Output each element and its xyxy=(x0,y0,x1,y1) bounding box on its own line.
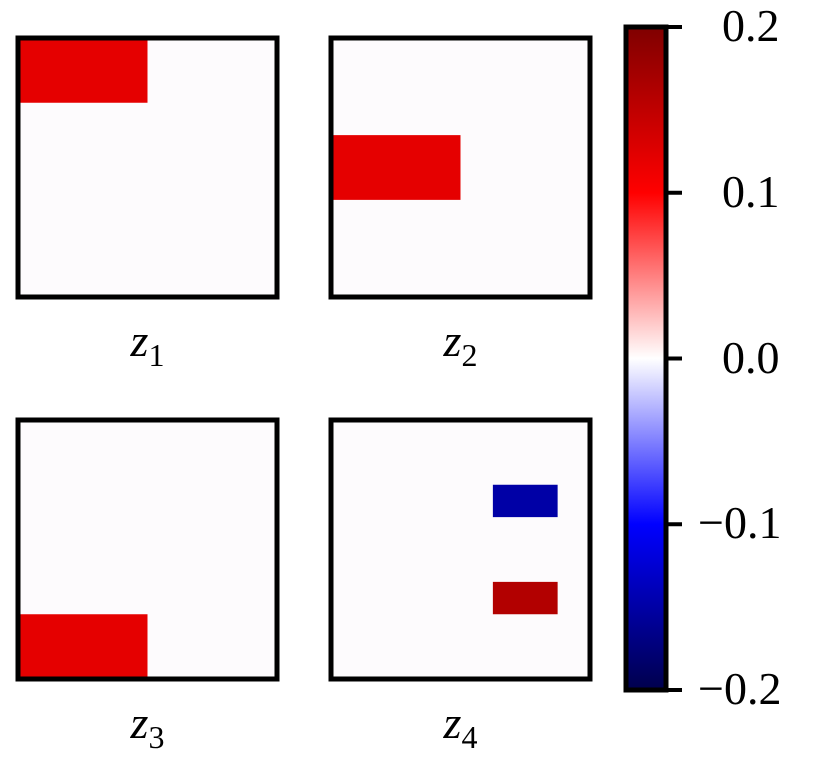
colorbar-tick-label: −0.2 xyxy=(698,663,782,714)
panel-frame xyxy=(15,417,280,682)
panel-2 xyxy=(328,35,593,300)
heatmap-cell xyxy=(18,38,148,103)
colorbar-tick-label: 0.1 xyxy=(722,165,780,217)
panel-label-subscript: 3 xyxy=(148,719,165,755)
heatmap-panels xyxy=(15,35,593,682)
panel-3 xyxy=(15,417,280,682)
panel-frame xyxy=(328,35,593,300)
panel-label-name: z xyxy=(443,315,462,366)
panel-4 xyxy=(328,417,593,682)
panel-label-2: z2 xyxy=(401,318,521,378)
colorbar-tick-label: 0.2 xyxy=(722,0,780,51)
colorbar-tick-label: 0.0 xyxy=(722,331,780,383)
colorbar xyxy=(623,24,682,693)
panel-label-subscript: 1 xyxy=(148,337,165,373)
panel-label-name: z xyxy=(443,697,462,748)
panel-frame xyxy=(15,35,280,300)
heatmap-cell xyxy=(492,581,558,615)
panel-background xyxy=(331,420,590,679)
colorbar-tick-label: −0.1 xyxy=(698,497,782,549)
panel-label-subscript: 2 xyxy=(461,337,478,373)
heatmap-cell xyxy=(18,614,148,679)
panel-label-1: z1 xyxy=(88,318,208,378)
panel-1 xyxy=(15,35,280,300)
panel-frame xyxy=(328,417,593,682)
heatmap-cell xyxy=(492,484,558,518)
heatmap-cell xyxy=(331,135,461,200)
panel-label-name: z xyxy=(130,315,149,366)
colorbar-gradient xyxy=(626,27,666,690)
panel-label-4: z4 xyxy=(401,700,521,760)
colorbar-ticks xyxy=(666,25,682,692)
panel-label-name: z xyxy=(130,697,149,748)
panel-label-3: z3 xyxy=(88,700,208,760)
panel-label-subscript: 4 xyxy=(461,719,478,755)
